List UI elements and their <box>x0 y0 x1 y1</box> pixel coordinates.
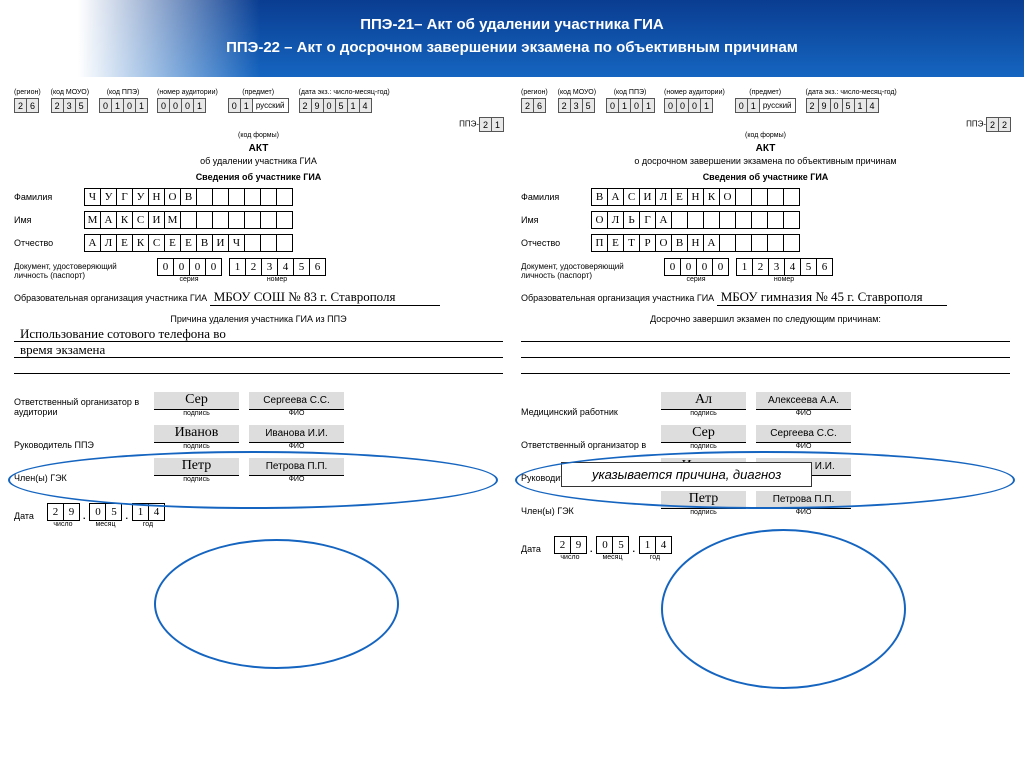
form-ppe22: (регион)26 (код МОУО)235 (код ППЭ)0101 (… <box>521 89 1010 561</box>
region-cells: 26 <box>14 98 41 113</box>
header-line1: ППЭ-21– Акт об удалении участника ГИА <box>40 14 984 37</box>
header-line2: ППЭ-22 – Акт о досрочном завершении экза… <box>40 37 984 60</box>
form-ppe21: (регион)26 (код МОУО)235 (код ППЭ)0101 (… <box>14 89 503 561</box>
reason-overlay: указывается причина, диагноз <box>561 462 812 487</box>
slide-header: ППЭ-21– Акт об удалении участника ГИА ПП… <box>0 0 1024 77</box>
